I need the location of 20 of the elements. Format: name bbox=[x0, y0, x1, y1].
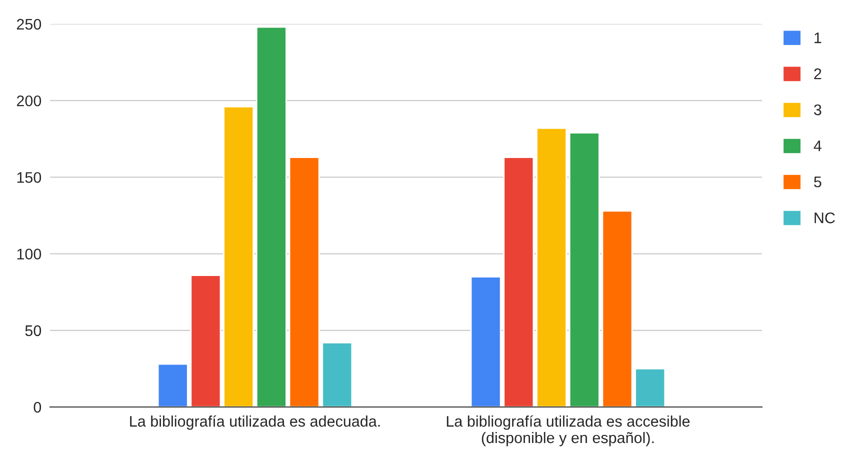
y-tick-label: 100 bbox=[17, 248, 42, 260]
y-tick-label: 150 bbox=[17, 172, 42, 183]
legend-label: 1 bbox=[814, 32, 822, 44]
legend-label: 5 bbox=[814, 176, 822, 188]
legend-label: NC bbox=[814, 212, 835, 224]
bar bbox=[536, 127, 568, 407]
x-tick-label: La bibliografía utilizada es adecuada. bbox=[130, 415, 380, 430]
y-tick-label: 50 bbox=[25, 325, 42, 336]
bar bbox=[602, 210, 633, 407]
x-tick-label: La bibliografía utilizada es accesible (disponible y en español). bbox=[446, 415, 690, 446]
bar bbox=[223, 106, 254, 407]
y-tick-label: 0 bbox=[34, 402, 42, 413]
legend-label: 3 bbox=[814, 104, 822, 116]
bar bbox=[634, 368, 666, 407]
legend-label: 2 bbox=[814, 68, 822, 80]
bar bbox=[568, 132, 600, 407]
y-tick-label: 200 bbox=[16, 95, 42, 106]
bar bbox=[256, 26, 287, 407]
y-tick-label: 250 bbox=[16, 18, 42, 30]
legend-label: 4 bbox=[814, 140, 822, 152]
